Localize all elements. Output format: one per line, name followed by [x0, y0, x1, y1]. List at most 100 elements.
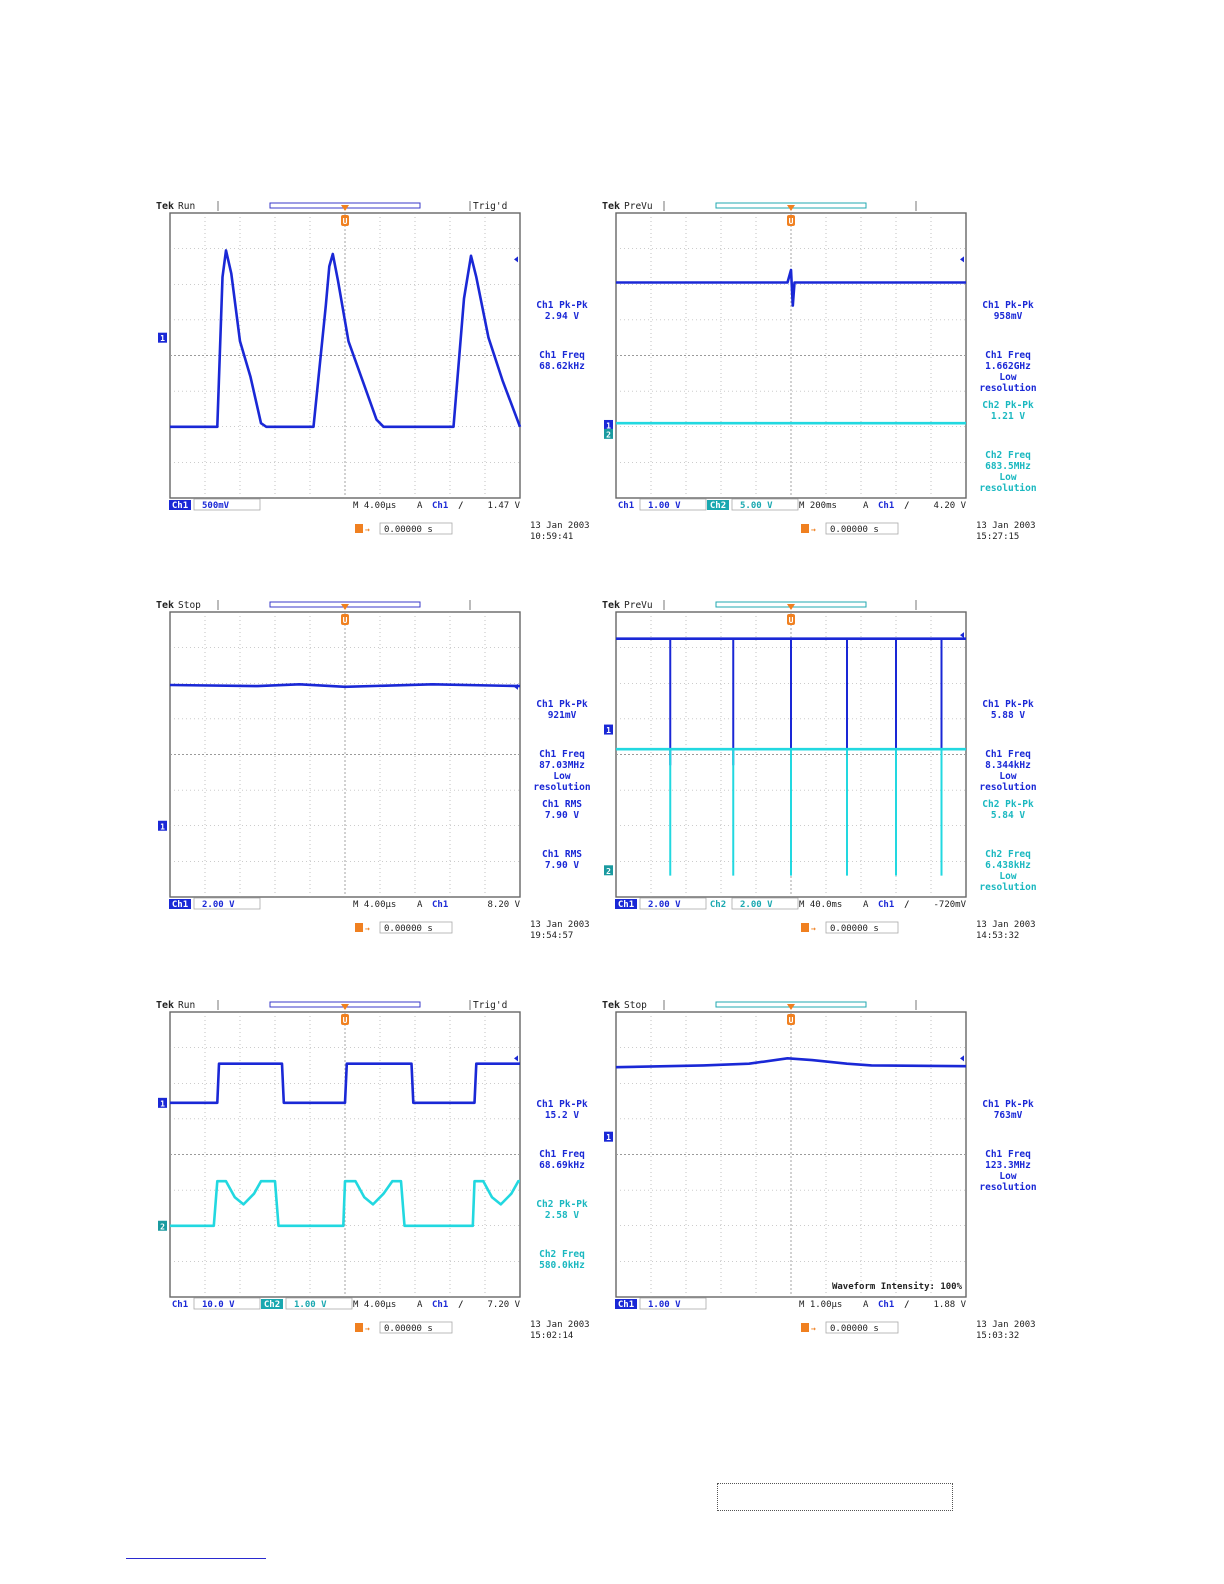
- trigger-position-marker: [341, 1004, 349, 1010]
- trigger-slope-icon: ∕: [904, 900, 909, 910]
- measurement-note: resolution: [979, 1182, 1036, 1193]
- channel-label: Ch1: [618, 900, 634, 910]
- channel-marker-label: 2: [606, 867, 611, 876]
- trigger-channel: Ch1: [432, 900, 448, 910]
- trigger-channel: Ch1: [432, 501, 448, 511]
- channel-marker: [604, 724, 613, 735]
- measurement-label: Ch1 Freq: [539, 1149, 585, 1160]
- channel-marker: [158, 1220, 167, 1231]
- tek-brand: Tek: [602, 1000, 620, 1011]
- measurement-value: 8.344kHz: [985, 760, 1031, 771]
- channel-label: Ch2: [710, 900, 726, 910]
- timebase: M 1.00µs: [799, 1300, 842, 1310]
- measurement-value: 921mV: [548, 710, 577, 721]
- channel-label-box: [707, 500, 729, 510]
- capture-date: 13 Jan 2003: [530, 521, 590, 531]
- trigger-marker-letter: U: [789, 1016, 794, 1025]
- ch1-trace: [616, 268, 966, 307]
- measurement-note: Low: [999, 372, 1016, 383]
- volts-per-div: 2.00 V: [202, 900, 235, 910]
- footer-rule: [126, 1558, 266, 1559]
- trigger-position-marker: [787, 205, 795, 211]
- channel-marker: [604, 1131, 613, 1142]
- measurement-label: Ch1 Pk-Pk: [536, 699, 588, 710]
- measurement-value: 68.69kHz: [539, 1160, 585, 1171]
- scale-box: [731, 897, 799, 910]
- trigger-status: Trig'd: [473, 201, 507, 212]
- position-marker-icon: [801, 1323, 809, 1332]
- scope-4: Tek PreVu U 1 2 Ch1 2.00 V Ch2 2.00 V M 40.0ms A Ch…: [602, 600, 1037, 941]
- trigger-marker-box: [341, 1014, 349, 1025]
- trigger-level-marker: [514, 256, 518, 263]
- position-arrow-icon: →: [365, 1324, 370, 1333]
- scope-3: Tek Stop U 1 Ch1 2.00 V M 4.00µs A Ch1 8.20 V → 0.0…: [156, 600, 591, 941]
- volts-per-div: 1.00 V: [648, 1300, 681, 1310]
- trigger-mode: A: [417, 1300, 423, 1310]
- trigger-mode: A: [417, 501, 423, 511]
- position-box: [825, 921, 899, 934]
- trigger-position-marker: [787, 604, 795, 610]
- position-marker-icon: [801, 524, 809, 533]
- measurement-label: Ch1 RMS: [542, 849, 582, 860]
- position-marker-icon: [801, 923, 809, 932]
- volts-per-div: 2.00 V: [648, 900, 681, 910]
- measurement-value: 6.438kHz: [985, 860, 1031, 871]
- trigger-marker-letter: U: [789, 616, 794, 625]
- scope-6: Tek Stop U 1 Ch1 1.00 V M 1.00µs A Ch1 ∕ 1.88 V → 0.…: [602, 1000, 1037, 1341]
- volts-per-div: 500mV: [202, 501, 230, 511]
- measurement-value: 1.21 V: [991, 411, 1026, 422]
- run-state: Run: [178, 1000, 195, 1011]
- timebase: M 4.00µs: [353, 501, 396, 511]
- trigger-mode: A: [863, 1300, 869, 1310]
- trigger-level-marker: [960, 1055, 964, 1062]
- trigger-slope-icon: ∕: [458, 501, 463, 511]
- channel-label-box: [169, 899, 191, 909]
- trigger-marker-box: [787, 215, 795, 226]
- measurement-label: Ch2 Freq: [539, 1249, 585, 1260]
- channel-marker-label: 1: [160, 822, 165, 831]
- scope-2: Tek PreVu U 12 Ch1 1.00 V Ch2 5.00 V M 200ms A Ch1…: [602, 201, 1037, 542]
- capture-date: 13 Jan 2003: [976, 521, 1036, 531]
- trigger-marker-box: [341, 614, 349, 625]
- trigger-level-marker: [514, 683, 518, 690]
- trigger-level-marker: [514, 1055, 518, 1062]
- capture-date: 13 Jan 2003: [530, 1320, 590, 1330]
- position-arrow-icon: →: [365, 525, 370, 534]
- trigger-channel: Ch1: [432, 1300, 448, 1310]
- ch1-trace: [169, 683, 521, 689]
- capture-date: 13 Jan 2003: [976, 1320, 1036, 1330]
- volts-per-div: 5.00 V: [740, 501, 773, 511]
- measurement-label: Ch2 Freq: [985, 450, 1031, 461]
- scale-box: [639, 897, 707, 910]
- horizontal-position: 0.00000 s: [830, 924, 879, 934]
- trigger-level: 1.88 V: [933, 1300, 966, 1310]
- volts-per-div: 2.00 V: [740, 900, 773, 910]
- channel-marker: [604, 428, 613, 439]
- measurement-note: Low: [553, 771, 570, 782]
- channel-marker: [604, 419, 613, 430]
- trigger-slope-icon: ∕: [458, 1300, 463, 1310]
- measurement-value: 1.662GHz: [985, 361, 1031, 372]
- trigger-marker-box: [341, 215, 349, 226]
- horizontal-position: 0.00000 s: [830, 525, 879, 535]
- trigger-level: 7.20 V: [487, 1300, 520, 1310]
- trigger-marker-letter: U: [343, 217, 348, 226]
- measurement-value: 7.90 V: [545, 860, 580, 871]
- channel-label: Ch1: [618, 1300, 634, 1310]
- position-box: [825, 1321, 899, 1334]
- scale-box: [193, 498, 261, 511]
- position-marker-icon: [355, 524, 363, 533]
- measurement-note: Low: [999, 472, 1016, 483]
- channel-label: Ch1: [172, 900, 188, 910]
- trigger-channel: Ch1: [878, 900, 894, 910]
- scale-box: [193, 1297, 261, 1310]
- tek-brand: Tek: [602, 600, 620, 611]
- trigger-level: -720mV: [933, 900, 966, 910]
- measurement-label: Ch1 Freq: [539, 749, 585, 760]
- measurement-label: Ch2 Pk-Pk: [982, 799, 1034, 810]
- measurement-note: resolution: [979, 483, 1036, 494]
- channel-marker: [158, 332, 167, 343]
- measurement-value: 5.84 V: [991, 810, 1026, 821]
- measurement-value: 580.0kHz: [539, 1260, 585, 1271]
